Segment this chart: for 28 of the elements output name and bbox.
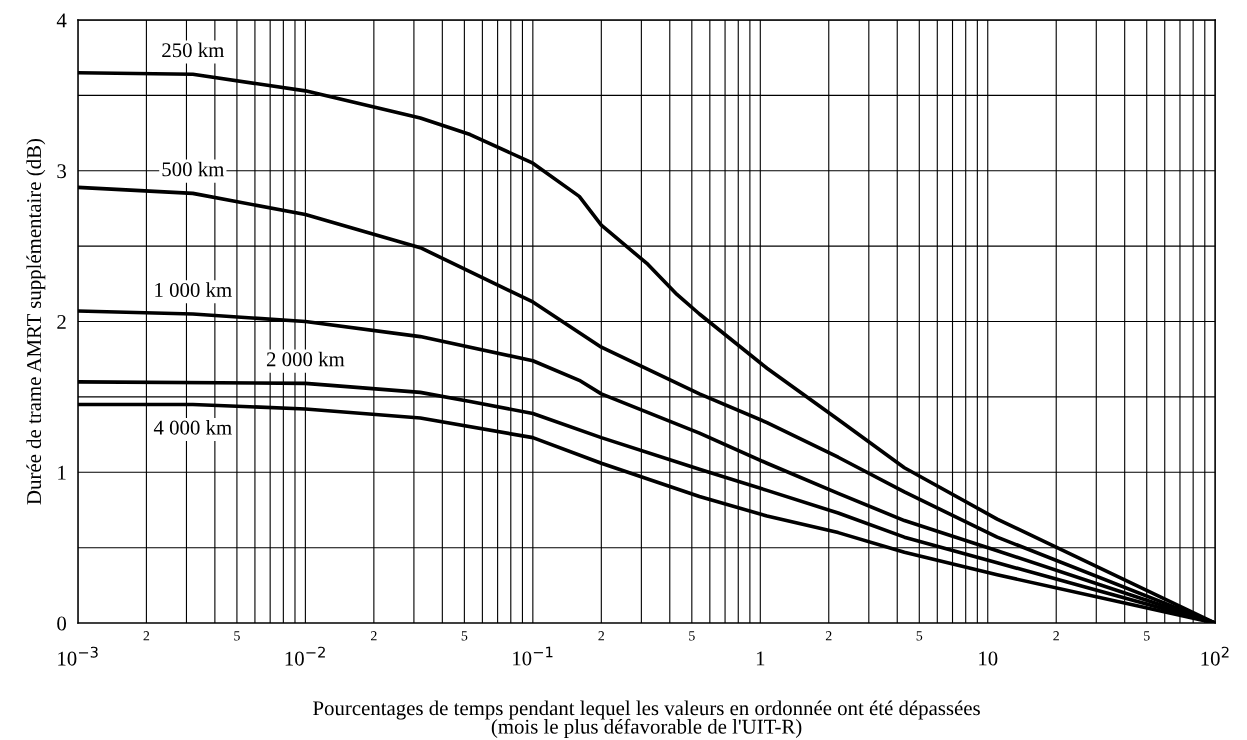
y-tick-label: 4 (56, 13, 67, 28)
text: 5 (234, 631, 240, 641)
y-axis-title: Durée de trame AMRT supplémentaire (dB) (26, 138, 46, 505)
x-tick-label: 10 (979, 651, 998, 666)
text: 2 (598, 631, 605, 641)
y-tick-label: 0 (57, 616, 67, 631)
x-tick-label: 10$^{−1}$ (513, 646, 553, 666)
x-tick-label: 10$^{−2}$ (285, 646, 325, 666)
text: 5 (916, 631, 923, 641)
series-label: 4 000 km (153, 420, 232, 435)
text: 2 (143, 631, 150, 641)
text: 2 (371, 631, 377, 641)
x-tick-label: 10$^{2}$ (1201, 646, 1229, 666)
y-tick-label: 1 (58, 465, 66, 480)
series-label: 2 000 km (266, 351, 345, 367)
x-tick-label: 1 (756, 651, 765, 666)
text: 5 (689, 631, 695, 641)
series-label: 1 000 km (155, 282, 232, 297)
text: 2 (1053, 631, 1059, 641)
series-label: 500 km (162, 161, 225, 177)
x-tick-label: 10$^{−3}$ (58, 646, 98, 666)
y-tick-label: 3 (57, 164, 67, 179)
series-label: 250 km (162, 42, 225, 58)
text: 5 (1144, 631, 1150, 641)
text: 5 (461, 631, 468, 641)
x-axis-title: Pourcentages de temps pendant lequel les valeurs en ordonnée ont été dépassées (mois le plus défavorable de l'UIT-R) (313, 700, 980, 738)
text: 2 (825, 631, 832, 641)
y-tick-label: 2 (57, 314, 66, 329)
